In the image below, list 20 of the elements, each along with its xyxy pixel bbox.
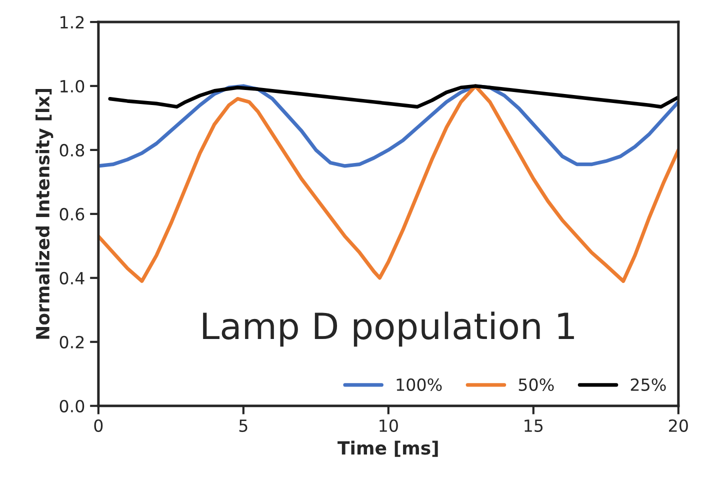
- x-tick-label: 15: [524, 420, 543, 432]
- legend-label: 100%: [396, 378, 442, 391]
- y-tick-label: 0.6: [60, 208, 84, 221]
- x-tick-label: 20: [669, 419, 688, 432]
- legend-label: 25%: [630, 378, 666, 391]
- y-axis-title: Normalized Intensity [lx]: [36, 88, 54, 339]
- y-tick-label: 0.0: [60, 400, 84, 412]
- y-tick-label: 0.4: [60, 272, 84, 284]
- y-tick-label: 0.8: [60, 144, 84, 157]
- line-series: [108, 84, 678, 109]
- x-axis-title: Time [ms]: [338, 440, 438, 457]
- y-tick-label: 1.0: [60, 80, 84, 93]
- legend-label: 50%: [518, 378, 554, 391]
- line-series: [98, 84, 678, 168]
- x-tick-label: 5: [239, 420, 248, 432]
- x-tick-label: 10: [380, 419, 398, 432]
- annotation: Lamp D population 1: [203, 312, 574, 347]
- y-tick-label: 1.2: [60, 16, 84, 28]
- y-tick-label: 0.2: [60, 336, 84, 348]
- x-tick-label: 0: [94, 419, 103, 432]
